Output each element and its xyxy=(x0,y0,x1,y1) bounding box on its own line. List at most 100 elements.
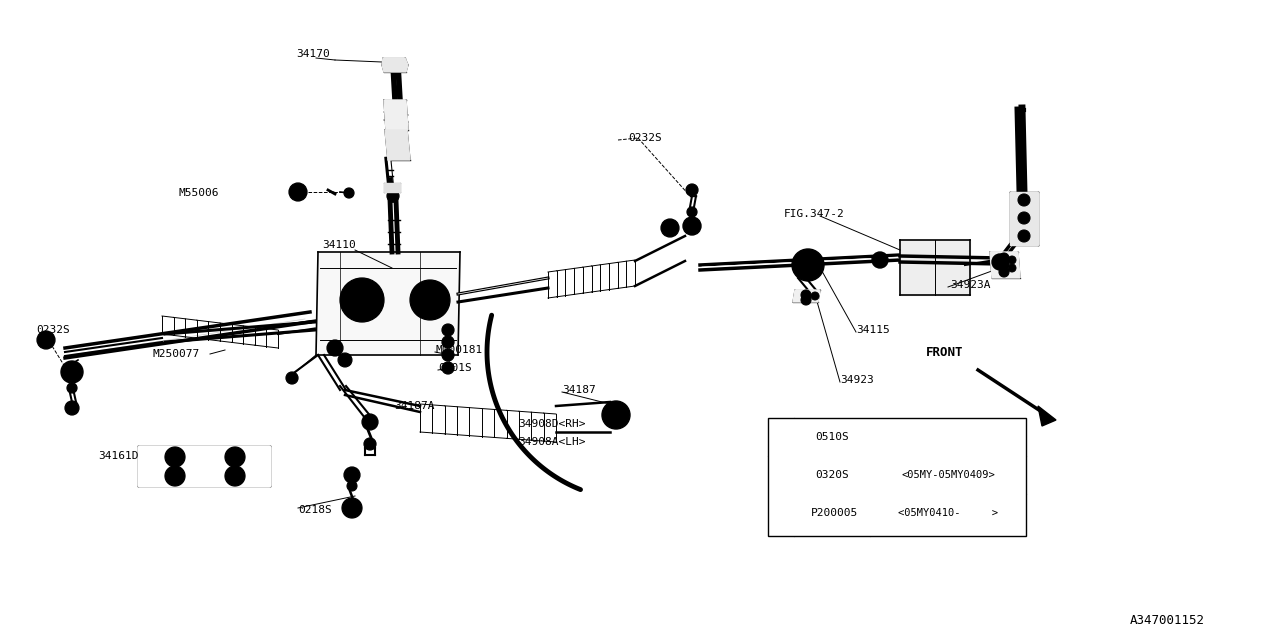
Polygon shape xyxy=(316,252,460,355)
Circle shape xyxy=(445,352,451,358)
Text: 0232S: 0232S xyxy=(628,133,662,143)
Text: 1: 1 xyxy=(44,335,49,345)
Polygon shape xyxy=(381,58,408,72)
Text: 0101S: 0101S xyxy=(438,363,472,373)
Circle shape xyxy=(390,193,396,199)
Circle shape xyxy=(609,408,623,422)
Circle shape xyxy=(67,367,77,377)
Circle shape xyxy=(602,401,630,429)
Circle shape xyxy=(342,498,362,518)
Circle shape xyxy=(801,290,812,300)
Text: 34187: 34187 xyxy=(562,385,595,395)
Circle shape xyxy=(445,327,451,333)
Circle shape xyxy=(289,183,307,201)
Circle shape xyxy=(338,353,352,367)
Circle shape xyxy=(772,484,790,502)
Circle shape xyxy=(37,331,55,349)
Text: FRONT: FRONT xyxy=(925,346,964,358)
Text: FIG.347-2: FIG.347-2 xyxy=(785,209,845,219)
Text: 34923A: 34923A xyxy=(950,280,991,290)
Circle shape xyxy=(772,428,790,446)
Circle shape xyxy=(812,292,819,300)
Text: 1: 1 xyxy=(778,432,783,442)
Circle shape xyxy=(344,188,355,198)
Circle shape xyxy=(442,349,454,361)
Circle shape xyxy=(687,207,698,217)
Text: 34170: 34170 xyxy=(296,49,330,59)
Circle shape xyxy=(690,210,694,214)
Circle shape xyxy=(660,219,678,237)
Polygon shape xyxy=(385,130,410,160)
Text: <05MY0410-     >: <05MY0410- > xyxy=(899,508,998,518)
Text: M55006: M55006 xyxy=(178,188,219,198)
Circle shape xyxy=(686,184,698,196)
Polygon shape xyxy=(989,252,1020,278)
Circle shape xyxy=(445,339,451,345)
Circle shape xyxy=(369,442,372,446)
Text: 34923: 34923 xyxy=(840,375,874,385)
Text: 34908A<LH>: 34908A<LH> xyxy=(518,437,585,447)
Circle shape xyxy=(872,252,888,268)
Circle shape xyxy=(684,217,701,235)
Circle shape xyxy=(170,471,180,481)
Circle shape xyxy=(340,278,384,322)
Text: 34187A: 34187A xyxy=(394,401,434,411)
Circle shape xyxy=(797,255,818,275)
Circle shape xyxy=(420,290,440,310)
Circle shape xyxy=(1009,264,1016,272)
Polygon shape xyxy=(1010,192,1038,245)
Circle shape xyxy=(442,362,454,374)
Text: M000181: M000181 xyxy=(435,345,483,355)
Circle shape xyxy=(1018,194,1030,206)
Circle shape xyxy=(689,222,696,230)
Text: 0232S: 0232S xyxy=(36,325,69,335)
Circle shape xyxy=(442,324,454,336)
Circle shape xyxy=(992,254,1009,270)
Circle shape xyxy=(366,418,374,426)
Text: 34110: 34110 xyxy=(323,240,356,250)
Circle shape xyxy=(70,386,74,390)
Circle shape xyxy=(165,447,186,467)
Polygon shape xyxy=(1038,406,1056,426)
Text: 2: 2 xyxy=(296,187,301,197)
Circle shape xyxy=(1009,256,1016,264)
Text: 34161D: 34161D xyxy=(99,451,138,461)
Circle shape xyxy=(285,372,298,384)
Polygon shape xyxy=(384,183,401,192)
Text: 1: 1 xyxy=(667,223,673,233)
Circle shape xyxy=(362,414,378,430)
Text: <05MY-05MY0409>: <05MY-05MY0409> xyxy=(901,470,995,480)
Text: 34115: 34115 xyxy=(856,325,890,335)
Circle shape xyxy=(349,472,355,478)
Circle shape xyxy=(67,383,77,393)
Polygon shape xyxy=(794,290,820,302)
Circle shape xyxy=(998,267,1009,277)
Circle shape xyxy=(349,484,355,488)
Circle shape xyxy=(69,405,76,411)
Text: 0510S: 0510S xyxy=(815,432,849,442)
Circle shape xyxy=(442,336,454,348)
Polygon shape xyxy=(900,240,970,295)
Text: M250077: M250077 xyxy=(152,349,200,359)
Circle shape xyxy=(347,503,357,513)
Circle shape xyxy=(804,261,812,269)
Circle shape xyxy=(230,452,241,462)
Text: P200005: P200005 xyxy=(810,508,858,518)
Circle shape xyxy=(364,438,376,450)
Circle shape xyxy=(445,365,451,371)
Circle shape xyxy=(1018,212,1030,224)
Circle shape xyxy=(344,467,360,483)
Text: 0218S: 0218S xyxy=(298,505,332,515)
Circle shape xyxy=(165,466,186,486)
Circle shape xyxy=(613,412,620,418)
Circle shape xyxy=(801,295,812,305)
Circle shape xyxy=(225,466,244,486)
Circle shape xyxy=(347,191,351,195)
Circle shape xyxy=(410,280,451,320)
Text: 34908D<RH>: 34908D<RH> xyxy=(518,419,585,429)
Text: A347001152: A347001152 xyxy=(1130,614,1204,627)
Circle shape xyxy=(347,481,357,491)
Circle shape xyxy=(225,447,244,467)
Text: 2: 2 xyxy=(778,488,783,498)
Circle shape xyxy=(65,401,79,415)
